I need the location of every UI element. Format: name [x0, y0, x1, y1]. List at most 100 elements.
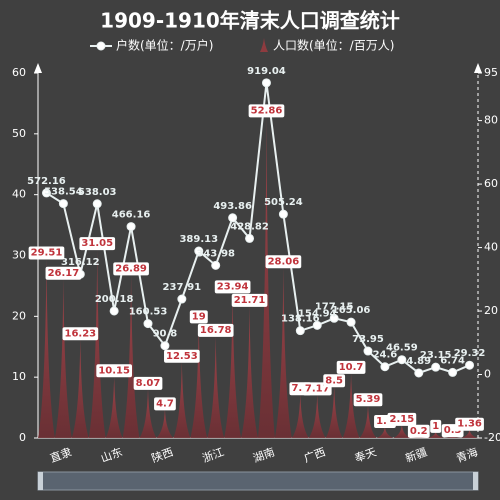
bar-label-box: 1.36: [455, 417, 484, 431]
label-bg: [79, 237, 116, 251]
label-bg: [265, 255, 302, 269]
line-point: [126, 222, 136, 232]
bar-label: 29.51: [31, 247, 63, 258]
bar-label-box: 29.51: [28, 246, 65, 260]
chart-title: 1909-1910年清末人口调查统计: [100, 9, 400, 33]
legend-label[interactable]: 户数(单位：/万户): [116, 38, 213, 53]
line-point: [194, 246, 204, 256]
line-label: 505.24: [264, 197, 303, 208]
bar-label: 4.7: [156, 398, 174, 409]
bar-label-box: 1: [430, 419, 442, 433]
bar-label-box: 28.06: [265, 255, 302, 269]
label-bg: [113, 262, 149, 276]
line-point: [465, 360, 475, 370]
y-tick-label: 20: [12, 309, 26, 322]
bar-label-box: 10.15: [96, 364, 133, 378]
y2-tick-label: 0: [484, 368, 491, 381]
label-bg: [387, 412, 417, 426]
y-tick-label: 40: [12, 188, 26, 201]
y2-tick-label: 60: [484, 177, 498, 190]
bar-label: 23.94: [217, 281, 249, 292]
label-bg: [45, 266, 82, 280]
data-zoom[interactable]: [37, 471, 479, 491]
bar-label: 10.7: [339, 362, 364, 373]
line-point: [414, 368, 424, 378]
line-label: 46.59: [386, 343, 418, 354]
zoom-handle[interactable]: [473, 472, 478, 490]
line-point: [160, 341, 170, 351]
label-bg: [248, 104, 285, 118]
bar-label: 1.36: [457, 419, 482, 430]
line-point: [329, 313, 339, 323]
y2-tick-label: -20: [484, 431, 500, 444]
bar-label: 31.05: [81, 238, 113, 249]
bar: [139, 388, 157, 438]
bar-label-box: 23.94: [214, 280, 251, 294]
x-tick-label: 青海: [454, 444, 479, 465]
bar-label-box: 26.17: [45, 266, 82, 280]
bar-label: 21.71: [234, 295, 266, 306]
y-tick-label: 30: [12, 249, 26, 262]
bar-label: 16.78: [200, 325, 232, 336]
x-tick-label: 浙江: [201, 445, 226, 465]
bar-label: 16.23: [64, 328, 96, 339]
line-label: 6.74: [440, 355, 465, 366]
bar-label: 2.15: [390, 414, 415, 425]
bar: [207, 335, 225, 438]
bar: [54, 278, 72, 438]
label-bg: [96, 364, 133, 378]
y-tick-label: 10: [12, 370, 26, 383]
line-point: [397, 355, 407, 365]
bar-label-box: 26.89: [113, 262, 149, 276]
bar-label: 19: [192, 311, 206, 322]
line-point: [312, 320, 322, 330]
label-bg: [214, 280, 251, 294]
label-bg: [154, 397, 176, 411]
bar: [258, 116, 275, 438]
y-tick-label: 60: [12, 66, 26, 79]
line-label: 428.82: [230, 221, 269, 232]
bar-label-box: 4.7: [154, 397, 176, 411]
legend-label[interactable]: 人口数(单位：/百万人): [273, 38, 394, 53]
axis-arrow: [474, 63, 482, 73]
bar-label: 5.39: [356, 394, 381, 405]
bar-label: 26.89: [115, 263, 147, 274]
bar-label-box: 12.53: [164, 349, 200, 363]
bar: [190, 322, 208, 438]
bar-label-box: 21.71: [231, 293, 268, 307]
line-label: 572.16: [27, 176, 66, 187]
label-bg: [455, 417, 484, 431]
y2-tick-label: 80: [484, 114, 498, 127]
y2-tick-label: 20: [484, 304, 498, 317]
bar: [325, 386, 343, 438]
bar-label: 10.15: [98, 365, 130, 376]
bar-label-box: 19: [189, 310, 208, 324]
line-label: 29.32: [454, 348, 486, 359]
y-tick-label: 0: [19, 431, 26, 444]
bar: [427, 431, 445, 438]
line-label: 177.15: [315, 301, 354, 312]
line-label: 466.16: [112, 210, 151, 221]
bar: [274, 267, 292, 438]
x-tick-label: 直隶: [48, 444, 73, 465]
bar: [71, 339, 89, 438]
line-label: 154.94: [298, 308, 337, 319]
bar-label-box: 5.39: [353, 393, 383, 407]
line-point: [177, 294, 187, 304]
bar-label-box: 0.2: [407, 424, 430, 438]
bar-label: 0.2: [410, 426, 428, 437]
line-point: [228, 213, 238, 223]
line-point: [261, 78, 271, 88]
line-label: 90.8: [153, 329, 178, 340]
zoom-handle[interactable]: [38, 472, 43, 490]
bar: [241, 305, 258, 438]
x-tick-label: 奉天: [353, 444, 378, 465]
zoom-track[interactable]: [37, 471, 479, 491]
bar: [376, 427, 394, 438]
line-label: 538.54: [44, 187, 83, 198]
line-point: [211, 260, 221, 270]
bar-label: 7.17: [305, 383, 330, 394]
label-bg: [231, 293, 268, 307]
